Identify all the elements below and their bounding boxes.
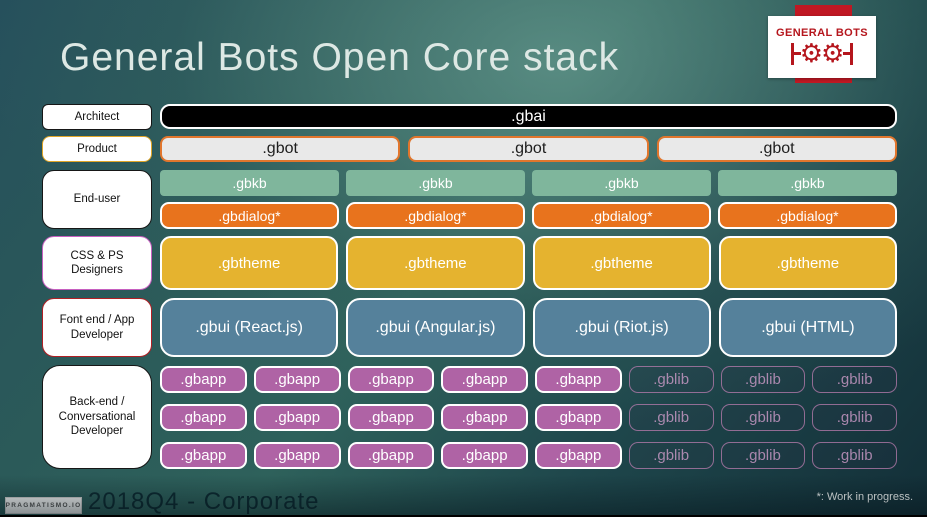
box-gblib: .gblib — [812, 442, 897, 469]
box-gbapp: .gbapp — [535, 366, 622, 393]
logo-brand-text: GENERAL BOTS — [776, 27, 868, 40]
box-gbtheme: .gbtheme — [718, 236, 897, 290]
box-gblib: .gblib — [720, 404, 806, 431]
box-gbapp: .gbapp — [160, 404, 247, 431]
box-gbapp: .gbapp — [347, 404, 435, 431]
box-gbapp: .gbapp — [347, 442, 435, 469]
box-gbtheme: .gbtheme — [346, 236, 525, 290]
row-label: CSS & PS Designers — [42, 236, 152, 290]
page-title: General Bots Open Core stack — [60, 36, 620, 79]
box-gbdialog: .gbdialog* — [160, 202, 339, 229]
box-gbapp: .gbapp — [160, 442, 247, 469]
box-gbdialog: .gbdialog* — [532, 202, 711, 229]
general-bots-logo: GENERAL BOTS ⚙ ⚙ — [768, 16, 876, 78]
box-gbkb: .gbkb — [346, 170, 525, 196]
row-label: Font end / App Developer — [42, 298, 152, 357]
gear-icon: ⚙ — [821, 38, 845, 69]
box-gbapp: .gbapp — [253, 404, 341, 431]
logo-line — [843, 52, 851, 56]
logo-line — [790, 42, 794, 65]
box-gbdialog: .gbdialog* — [718, 202, 897, 229]
box-gbui: .gbui (Angular.js) — [346, 298, 525, 357]
box-gblib: .gblib — [812, 366, 897, 393]
box-gbtheme: .gbtheme — [160, 236, 339, 290]
box-gblib: .gblib — [812, 404, 897, 431]
logo-line — [850, 42, 854, 65]
row-label: End-user — [42, 170, 152, 229]
box-gbai: .gbai — [160, 104, 897, 129]
box-gbapp: .gbapp — [535, 404, 622, 431]
box-gbkb: .gbkb — [160, 170, 339, 196]
diagram-row: .gbapp .gbapp .gbapp .gbapp .gbapp .gblib .gbl… — [160, 442, 897, 469]
footnote: *: Work in progress. — [816, 491, 913, 503]
box-gbtheme: .gbtheme — [532, 236, 711, 290]
box-gbapp: .gbapp — [441, 404, 528, 431]
box-gbui: .gbui (Riot.js) — [532, 298, 711, 357]
box-gbapp: .gbapp — [160, 366, 247, 393]
diagram-row: .gbtheme .gbtheme .gbtheme .gbtheme — [160, 236, 897, 290]
box-gbot: .gbot — [160, 136, 401, 162]
diagram-row: .gbai — [160, 104, 897, 129]
box-gbot: .gbot — [656, 136, 897, 162]
box-gbkb: .gbkb — [532, 170, 711, 196]
row-label: Back-end / Conversational Developer — [42, 365, 152, 469]
box-gbot: .gbot — [408, 136, 649, 162]
box-gbdialog: .gbdialog* — [346, 202, 525, 229]
box-gbapp: .gbapp — [347, 366, 435, 393]
diagram-row: .gbkb .gbkb .gbkb .gbkb — [160, 170, 897, 196]
diagram-row: .gbapp .gbapp .gbapp .gbapp .gbapp .gblib .gbl… — [160, 404, 897, 431]
box-gbui: .gbui (HTML) — [718, 298, 897, 357]
box-gbapp: .gbapp — [441, 366, 528, 393]
gear-icon: ⚙ — [799, 38, 823, 69]
box-gbkb: .gbkb — [718, 170, 897, 196]
watermark-badge: PRAGMATISMO.IO — [5, 497, 82, 514]
box-gbui: .gbui (React.js) — [160, 298, 339, 357]
box-gblib: .gblib — [628, 404, 714, 431]
box-gbapp: .gbapp — [535, 442, 622, 469]
row-label: Product — [42, 136, 152, 162]
diagram-row: .gbapp .gbapp .gbapp .gbapp .gbapp .gblib .gbl… — [160, 366, 897, 393]
diagram-row: .gbdialog* .gbdialog* .gbdialog* .gbdialog* — [160, 202, 897, 229]
logo-gears: ⚙ ⚙ — [790, 38, 854, 69]
box-gbapp: .gbapp — [253, 366, 341, 393]
footer-text: 2018Q4 - Corporate — [88, 488, 320, 515]
box-gblib: .gblib — [720, 442, 806, 469]
logo-line — [793, 52, 801, 56]
box-gbapp: .gbapp — [441, 442, 528, 469]
box-gblib: .gblib — [628, 366, 714, 393]
box-gblib: .gblib — [720, 366, 806, 393]
row-label: Architect — [42, 104, 152, 130]
diagram-row: .gbot .gbot .gbot — [160, 136, 897, 162]
box-gblib: .gblib — [628, 442, 714, 469]
diagram-row: .gbui (React.js) .gbui (Angular.js) .gbui … — [160, 298, 897, 357]
box-gbapp: .gbapp — [253, 442, 341, 469]
